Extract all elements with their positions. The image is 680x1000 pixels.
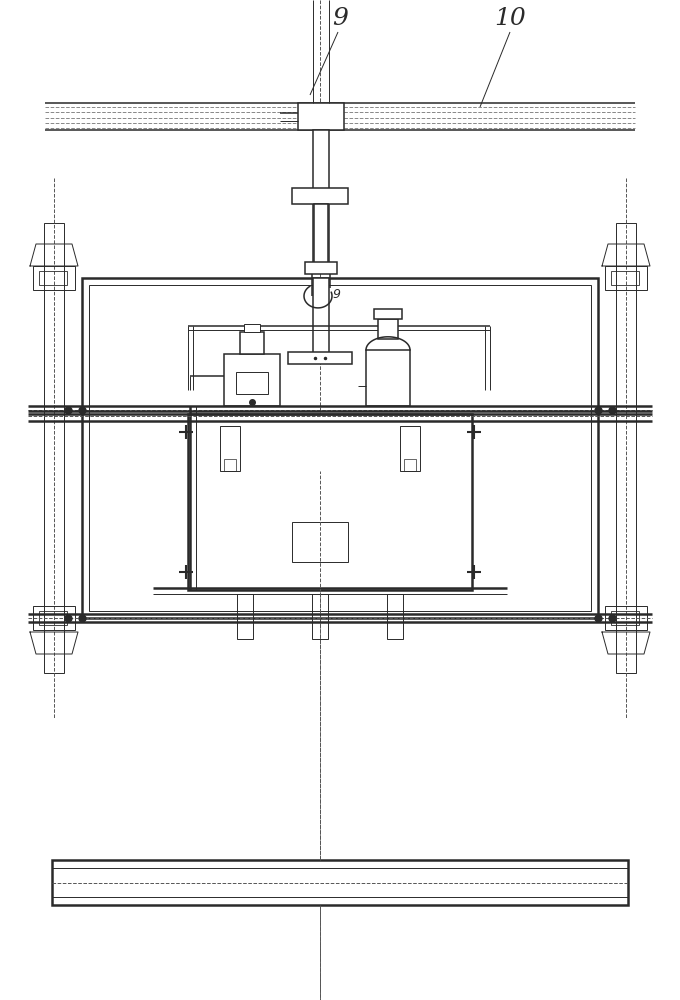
Bar [387, 594, 403, 639]
Bar [605, 606, 647, 630]
Bar [312, 594, 328, 639]
Bar [404, 459, 416, 471]
Bar [374, 309, 402, 319]
Bar [39, 611, 67, 625]
Bar [400, 426, 420, 471]
Bar [378, 319, 398, 339]
Bar [220, 426, 240, 471]
Bar [616, 223, 636, 673]
Bar [313, 130, 329, 264]
Bar [611, 611, 639, 625]
Bar [33, 606, 75, 630]
Bar [39, 271, 67, 285]
Bar [288, 352, 352, 364]
Bar [224, 459, 236, 471]
Bar [82, 278, 598, 618]
Bar [236, 372, 268, 394]
Bar [44, 223, 64, 673]
Bar [366, 350, 410, 406]
Bar [292, 188, 348, 204]
Text: 9: 9 [332, 288, 340, 300]
Bar [298, 103, 344, 130]
Bar [224, 354, 280, 406]
Text: 9: 9 [332, 7, 348, 30]
Text: 10: 10 [494, 7, 526, 30]
Bar [89, 285, 591, 611]
Bar [314, 204, 328, 264]
Bar [240, 332, 264, 354]
Bar [33, 266, 75, 290]
Bar [305, 262, 337, 274]
Bar [237, 594, 253, 639]
Bar [605, 266, 647, 290]
Bar [313, 278, 329, 360]
Bar [292, 522, 348, 562]
Bar [52, 860, 628, 905]
Bar [244, 324, 260, 332]
Bar [611, 271, 639, 285]
Bar [188, 414, 472, 590]
